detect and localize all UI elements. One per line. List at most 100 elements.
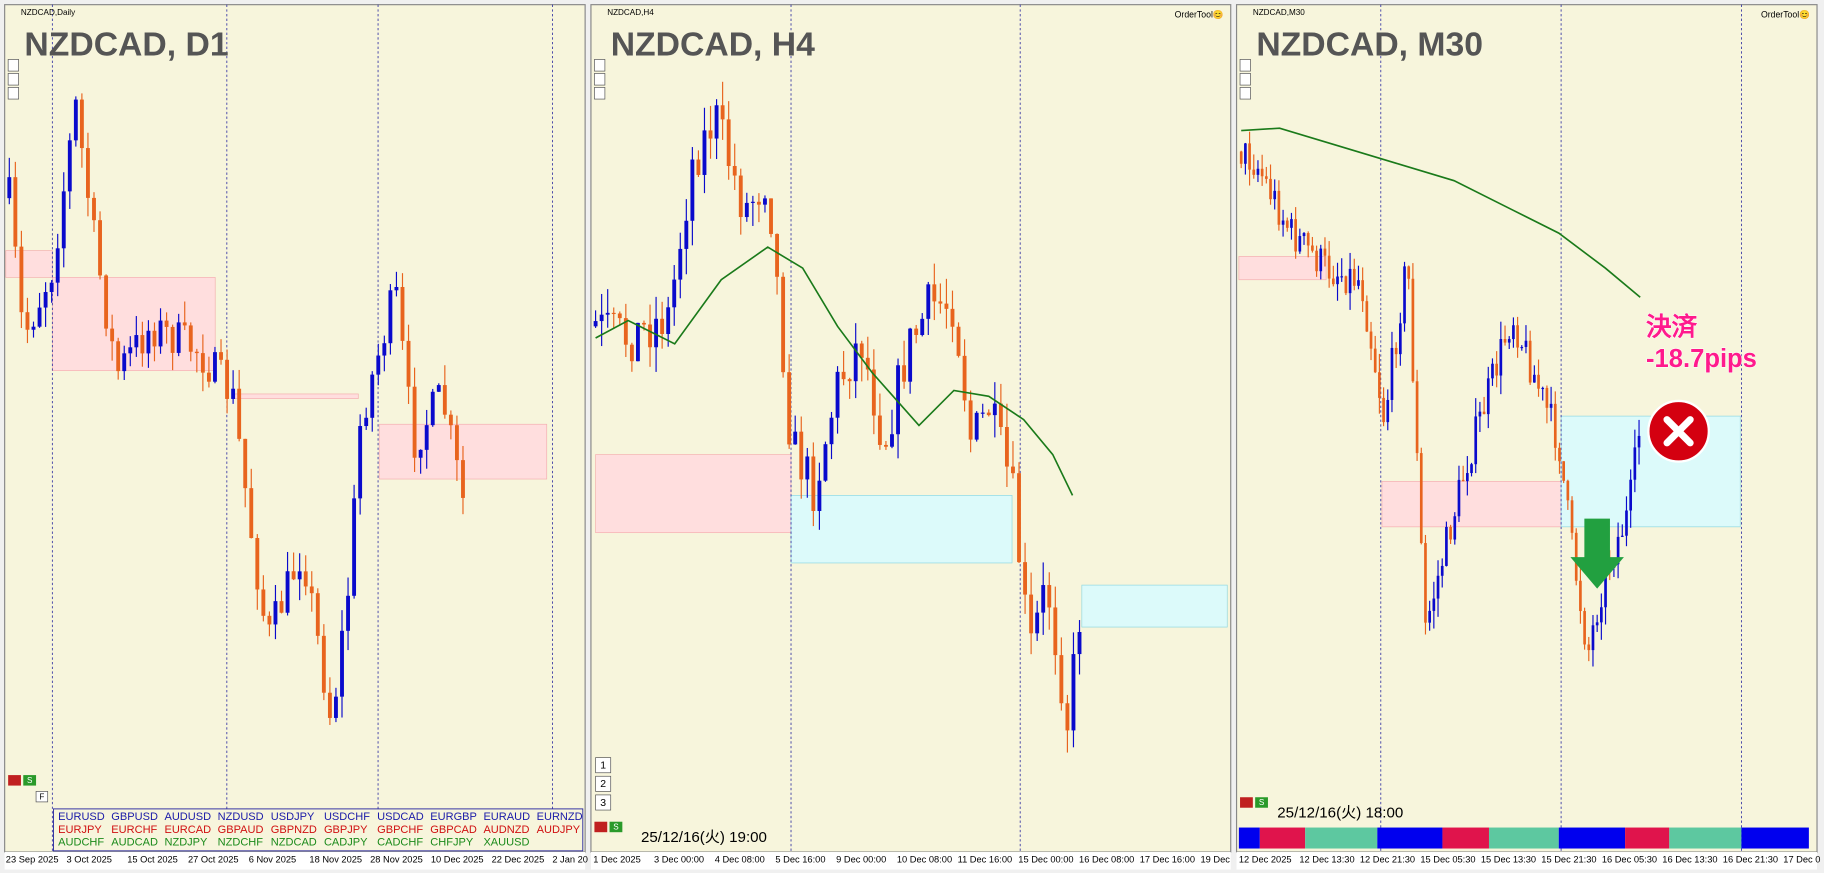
- symbol-button[interactable]: CHFJPY: [430, 837, 474, 849]
- symbol-button[interactable]: GBPNZD: [271, 824, 317, 836]
- candle-body: [1315, 250, 1318, 272]
- candle-body: [116, 341, 121, 372]
- template-button[interactable]: [595, 794, 612, 811]
- candle-body: [908, 328, 913, 382]
- symbol-button[interactable]: AUDCAD: [111, 837, 158, 849]
- candle-body: [49, 282, 54, 293]
- symbol-button[interactable]: NZDCAD: [271, 837, 317, 849]
- candle-body: [926, 284, 931, 319]
- symbol-button[interactable]: EURCAD: [164, 824, 211, 836]
- candle-body: [744, 202, 749, 218]
- toolbar-button: [8, 775, 21, 786]
- candle-body: [1553, 403, 1557, 448]
- candle-body: [617, 313, 622, 319]
- symbol-button[interactable]: EURAUD: [483, 811, 530, 823]
- x-tick-label: 27 Oct 2025: [188, 855, 239, 865]
- candle-body: [859, 343, 864, 358]
- candle-body: [1398, 323, 1402, 355]
- symbol-button[interactable]: AUDUSD: [164, 811, 211, 823]
- template-button[interactable]: [595, 775, 612, 792]
- candle-body: [394, 286, 399, 291]
- zone-cyan: [790, 495, 1013, 564]
- symbol-button[interactable]: GBPAUD: [218, 824, 264, 836]
- candle-body: [376, 355, 381, 375]
- candle-body: [1616, 536, 1620, 565]
- symbol-button[interactable]: AUDCHF: [58, 837, 104, 849]
- template-label: 3: [600, 798, 606, 809]
- candle-body: [340, 630, 344, 697]
- candle-body: [285, 571, 290, 613]
- symbol-button[interactable]: EURNZD: [537, 811, 583, 823]
- candle-body: [327, 692, 332, 718]
- symbol-button[interactable]: USDJPY: [271, 811, 315, 823]
- symbol-button[interactable]: CADCHF: [377, 837, 423, 849]
- candle-body: [611, 312, 616, 315]
- x-tick-label: 6 Nov 2025: [249, 855, 297, 865]
- toolbar-button: [594, 821, 608, 833]
- candle-body: [358, 426, 363, 499]
- symbol-button[interactable]: USDCHF: [324, 811, 370, 823]
- candle-body: [1512, 325, 1515, 340]
- candle-body: [769, 198, 773, 234]
- strength-segment: [1558, 827, 1626, 849]
- candle-body: [31, 326, 36, 330]
- symbol-button[interactable]: GBPUSD: [111, 811, 158, 823]
- candle-body: [938, 301, 943, 304]
- candle-body: [593, 321, 598, 327]
- candle-body: [406, 340, 411, 387]
- symbol-button[interactable]: NZDJPY: [164, 837, 208, 849]
- symbol-button[interactable]: GBPJPY: [324, 824, 368, 836]
- candle-body: [1311, 245, 1314, 251]
- candle-body: [164, 320, 169, 327]
- candle-body: [1533, 374, 1536, 383]
- candle-body: [1428, 610, 1431, 623]
- symbol-button[interactable]: EURGBP: [430, 811, 477, 823]
- candle-body: [146, 330, 151, 354]
- symbol-button[interactable]: USDCAD: [377, 811, 424, 823]
- candle-body: [267, 615, 272, 625]
- candle-body: [968, 400, 973, 440]
- candle-body: [642, 322, 646, 325]
- candle-body: [666, 307, 671, 334]
- candle-body: [890, 434, 894, 447]
- x-tick-label: 9 Dec 00:00: [836, 855, 886, 865]
- candle-body: [648, 324, 652, 348]
- candle-body: [1378, 372, 1381, 398]
- candle-body: [720, 105, 725, 120]
- candle-body: [1595, 622, 1599, 626]
- scroll-button: [7, 59, 19, 72]
- candle-body: [194, 351, 199, 354]
- x-tick-label: 23 Sep 2025: [6, 855, 59, 865]
- symbol-button[interactable]: GBPCAD: [430, 824, 477, 836]
- symbol-button[interactable]: XAUUSD: [483, 837, 529, 849]
- x-tick-label: 17 Dec 16:00: [1140, 855, 1195, 865]
- candle-body: [140, 335, 145, 354]
- symbol-button[interactable]: AUDNZD: [483, 824, 529, 836]
- symbol-button[interactable]: NZDCHF: [218, 837, 264, 849]
- candle-body: [684, 220, 689, 249]
- symbol-button[interactable]: AUDJPY: [537, 824, 581, 836]
- symbol-button[interactable]: GBPCHF: [377, 824, 423, 836]
- candle-body: [1281, 220, 1285, 225]
- template-button[interactable]: [595, 757, 612, 774]
- candle-body: [1277, 190, 1281, 225]
- candle-body: [1369, 331, 1373, 349]
- candle-body: [170, 326, 175, 353]
- candle-body: [1077, 632, 1082, 655]
- symbol-button[interactable]: NZDUSD: [218, 811, 264, 823]
- chart-title: NZDCAD, D1: [24, 26, 228, 64]
- candle-body: [243, 438, 248, 489]
- candle-body: [1440, 565, 1444, 576]
- candle-body: [1365, 301, 1369, 332]
- symbol-button[interactable]: EURUSD: [58, 811, 105, 823]
- x-tick-label: 3 Oct 2025: [67, 855, 112, 865]
- candle-body: [1528, 340, 1532, 383]
- candle-body: [1323, 248, 1327, 256]
- symbol-button[interactable]: EURJPY: [58, 824, 102, 836]
- candle-body: [1269, 178, 1272, 200]
- candle-body: [1516, 325, 1519, 348]
- symbol-button[interactable]: CADJPY: [324, 837, 368, 849]
- symbol-button[interactable]: EURCHF: [111, 824, 157, 836]
- candle-body: [1537, 374, 1540, 389]
- strength-segment: [1488, 827, 1559, 849]
